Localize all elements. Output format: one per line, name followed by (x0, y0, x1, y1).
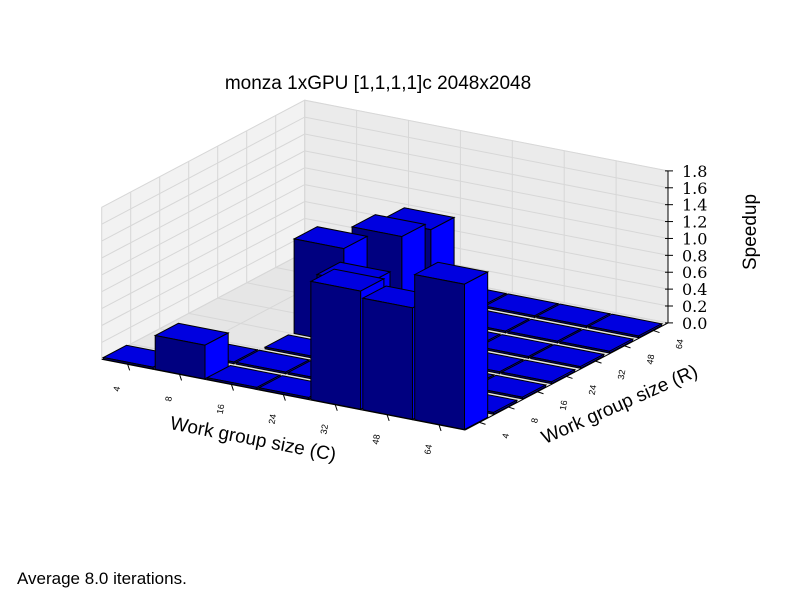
bar-3d (483, 293, 560, 319)
x-axis-label: Work group size (C) (168, 413, 338, 466)
x-tick-label: 8 (163, 396, 174, 403)
x-tick (334, 404, 338, 411)
bar-side (493, 399, 518, 416)
bars (101, 207, 664, 431)
bar-3d (413, 261, 490, 431)
x-tick (179, 374, 183, 381)
bar-front (362, 297, 414, 421)
z-tick-label: 0.8 (682, 246, 707, 265)
y-tick-label: 4 (500, 433, 511, 440)
y-tick-label: 64 (674, 338, 686, 350)
z-tick-label: 1.8 (682, 162, 707, 181)
z-tick-label: 1.4 (682, 196, 707, 215)
z-tick-label: 0.2 (682, 297, 707, 316)
x-tick-label: 4 (111, 386, 122, 393)
x-tick-label: 64 (422, 444, 434, 456)
grid-line (101, 99, 669, 208)
bar-front (414, 273, 465, 431)
x-tick (438, 424, 442, 432)
grid-line (101, 133, 669, 242)
y-tick-label: 8 (529, 417, 540, 424)
z-tick-label: 0.0 (682, 314, 707, 333)
footnote: Average 8.0 iterations. (17, 569, 187, 588)
y-tick (566, 375, 573, 379)
z-tick-label: 0.6 (682, 263, 707, 282)
y-tick (595, 360, 602, 364)
z-tick-label: 1.2 (682, 213, 707, 232)
y-tick-label: 48 (645, 354, 657, 366)
bar-3d (558, 328, 635, 354)
z-axis-label: Speedup (740, 194, 761, 270)
x-tick-label: 24 (267, 413, 279, 425)
y-tick-label: 32 (616, 369, 628, 381)
z-tick-label: 1.0 (682, 230, 707, 249)
grid-line (101, 116, 669, 225)
y-tick (508, 406, 515, 410)
x-tick (127, 364, 131, 371)
grid-line (101, 200, 669, 310)
bar-side (638, 322, 663, 339)
axes: 6448322416844816243248640.00.20.40.60.81… (101, 162, 707, 456)
bar-side (464, 271, 489, 431)
z-tick-label: 1.6 (682, 179, 707, 198)
y-tick-label: 16 (558, 399, 570, 411)
bar-3d (587, 313, 664, 339)
bar-3d (529, 344, 606, 370)
y-tick (624, 345, 631, 349)
grid-line (101, 150, 669, 259)
bar-front (310, 280, 362, 410)
chart-title: monza 1xGPU [1,1,1,1]c 2048x2048 (225, 73, 531, 94)
x-tick-label: 16 (215, 403, 227, 415)
grid-line (101, 167, 669, 276)
bar-side (551, 368, 576, 385)
bar-side (522, 384, 547, 400)
grid-line (101, 217, 669, 326)
x-tick-label: 32 (319, 423, 331, 435)
grid-line (101, 184, 669, 293)
y-tick (537, 391, 544, 395)
x-tick (386, 414, 390, 422)
bar-3d (234, 349, 311, 375)
bar-side (580, 353, 605, 370)
x-tick-label: 48 (370, 434, 382, 446)
x-tick (282, 394, 286, 401)
bar-3d (500, 359, 577, 385)
x-tick (230, 384, 234, 391)
y-tick-label: 24 (587, 384, 599, 396)
z-tick-label: 0.4 (682, 280, 707, 299)
y-tick (653, 330, 660, 334)
bar-side (609, 338, 634, 354)
bar-3d (153, 322, 230, 380)
y-tick (479, 421, 486, 425)
